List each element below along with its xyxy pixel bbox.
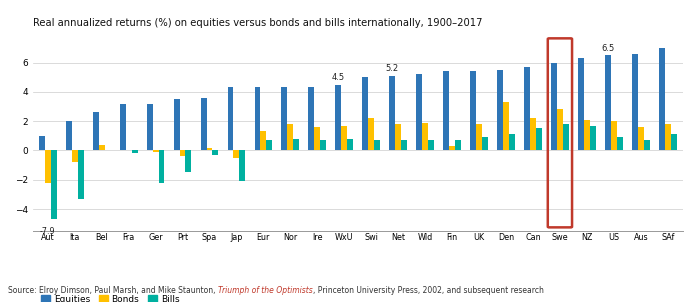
Bar <box>476 124 482 150</box>
Bar <box>51 150 57 219</box>
Text: Triumph of the Optimists: Triumph of the Optimists <box>218 286 313 295</box>
Bar <box>347 139 353 150</box>
Bar <box>281 88 287 150</box>
Bar <box>174 99 180 150</box>
Bar <box>584 120 590 150</box>
Bar <box>422 123 428 150</box>
Bar <box>671 134 676 150</box>
Bar <box>233 150 239 158</box>
Bar <box>389 76 395 150</box>
Text: 5.2: 5.2 <box>386 64 399 73</box>
Bar <box>428 140 434 150</box>
Bar <box>314 127 320 150</box>
Bar <box>395 124 401 150</box>
Bar <box>39 136 45 150</box>
Bar <box>200 98 206 150</box>
Bar <box>578 58 584 150</box>
Bar <box>213 150 218 155</box>
Bar <box>261 131 266 150</box>
Bar <box>294 139 299 150</box>
Bar <box>239 150 246 181</box>
Bar <box>287 124 294 150</box>
Bar <box>551 63 557 150</box>
Bar <box>590 126 595 150</box>
Bar <box>563 124 569 150</box>
Bar <box>147 104 152 150</box>
Bar <box>255 88 261 150</box>
Bar <box>443 71 449 150</box>
Bar <box>342 126 347 150</box>
Bar <box>132 150 137 153</box>
Bar <box>455 140 461 150</box>
Bar <box>309 88 314 150</box>
Text: -7.9: -7.9 <box>40 227 56 236</box>
Bar <box>180 150 185 156</box>
Text: 6.5: 6.5 <box>601 43 615 53</box>
Bar <box>497 70 503 150</box>
Bar <box>362 77 368 150</box>
Bar <box>185 150 191 172</box>
Bar <box>335 85 342 150</box>
Bar <box>611 121 617 150</box>
Bar <box>152 150 158 152</box>
Bar <box>509 134 515 150</box>
Bar <box>470 71 476 150</box>
Bar <box>605 55 611 150</box>
Bar <box>401 140 407 150</box>
Bar <box>617 137 623 150</box>
Bar <box>659 48 665 150</box>
Bar <box>368 118 374 150</box>
Bar <box>266 140 272 150</box>
Bar <box>449 146 455 150</box>
Bar <box>536 128 542 150</box>
Text: 4.5: 4.5 <box>332 73 345 82</box>
Bar <box>93 112 99 150</box>
Bar <box>228 88 233 150</box>
Bar <box>482 137 488 150</box>
Text: , Princeton University Press, 2002, and subsequent research: , Princeton University Press, 2002, and … <box>313 286 544 295</box>
Bar <box>206 147 213 150</box>
Bar <box>374 140 380 150</box>
Bar <box>416 74 422 150</box>
Bar <box>99 145 105 150</box>
Text: Source: Elroy Dimson, Paul Marsh, and Mike Staunton,: Source: Elroy Dimson, Paul Marsh, and Mi… <box>8 286 218 295</box>
Bar <box>66 121 72 150</box>
Bar <box>557 109 563 150</box>
Bar <box>158 150 165 183</box>
Bar <box>524 67 530 150</box>
Bar <box>320 140 327 150</box>
Bar <box>665 124 671 150</box>
Bar <box>632 54 638 150</box>
Bar <box>503 102 509 150</box>
Bar <box>530 118 536 150</box>
Bar <box>643 140 650 150</box>
Bar <box>78 150 84 199</box>
Bar <box>120 104 126 150</box>
Bar <box>638 127 643 150</box>
Bar <box>72 150 78 162</box>
Bar <box>45 150 51 183</box>
Text: Real annualized returns (%) on equities versus bonds and bills internationally, : Real annualized returns (%) on equities … <box>33 18 482 28</box>
Legend: Equities, Bonds, Bills: Equities, Bonds, Bills <box>38 291 183 302</box>
